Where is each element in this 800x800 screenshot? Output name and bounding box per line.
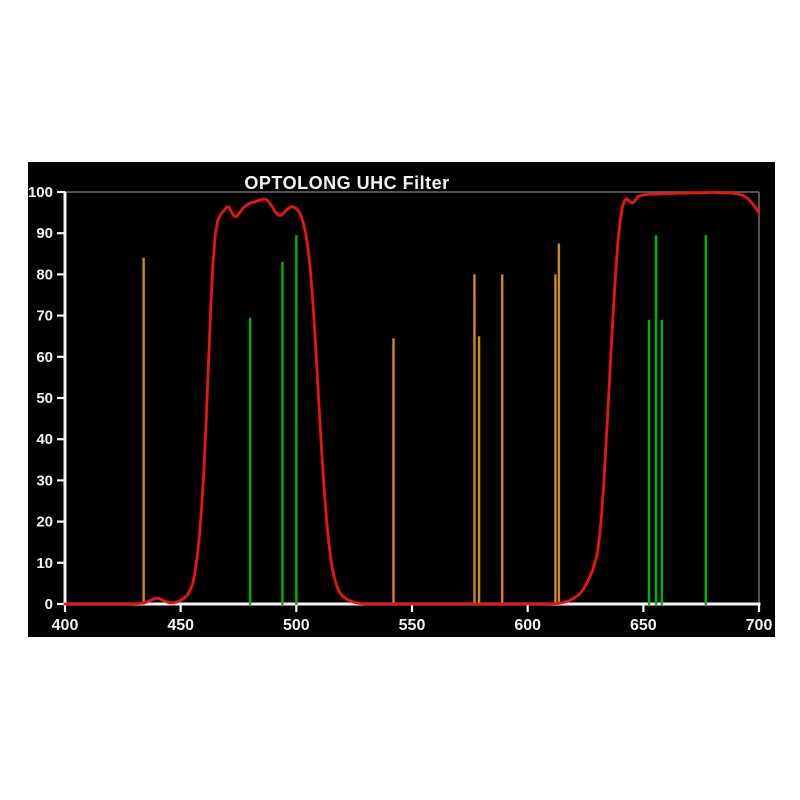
x-tick-label: 400 xyxy=(52,617,79,634)
y-tick-label: 60 xyxy=(36,349,53,366)
y-tick-label: 20 xyxy=(36,514,53,531)
x-tick-label: 700 xyxy=(746,617,773,634)
chart-title: OPTOLONG UHC Filter xyxy=(244,173,449,193)
y-tick-label: 70 xyxy=(36,308,53,325)
y-tick-label: 0 xyxy=(45,596,53,613)
y-tick-label: 80 xyxy=(36,266,53,283)
y-tick-label: 90 xyxy=(36,225,53,242)
x-tick-label: 500 xyxy=(283,617,310,634)
y-tick-label: 30 xyxy=(36,472,53,489)
x-tick-label: 450 xyxy=(167,617,194,634)
x-tick-label: 600 xyxy=(514,617,541,634)
y-tick-label: 10 xyxy=(36,555,53,572)
x-tick-label: 650 xyxy=(630,617,657,634)
chart-panel: 0 10 20 30 40 50 60 70 80 90 100 400 450 500 550 600 650… xyxy=(28,162,775,637)
y-tick-label: 40 xyxy=(36,431,53,448)
chart-svg: 0 10 20 30 40 50 60 70 80 90 100 400 450 500 550 600 650… xyxy=(28,173,772,634)
transmission-curve xyxy=(63,190,761,606)
y-tick-label: 50 xyxy=(36,390,53,407)
y-tick-label: 100 xyxy=(28,184,53,201)
chart-render-root: 0 10 20 30 40 50 60 70 80 90 100 400 450 500 550 600 650… xyxy=(28,184,772,634)
x-tick-label: 550 xyxy=(399,617,426,634)
